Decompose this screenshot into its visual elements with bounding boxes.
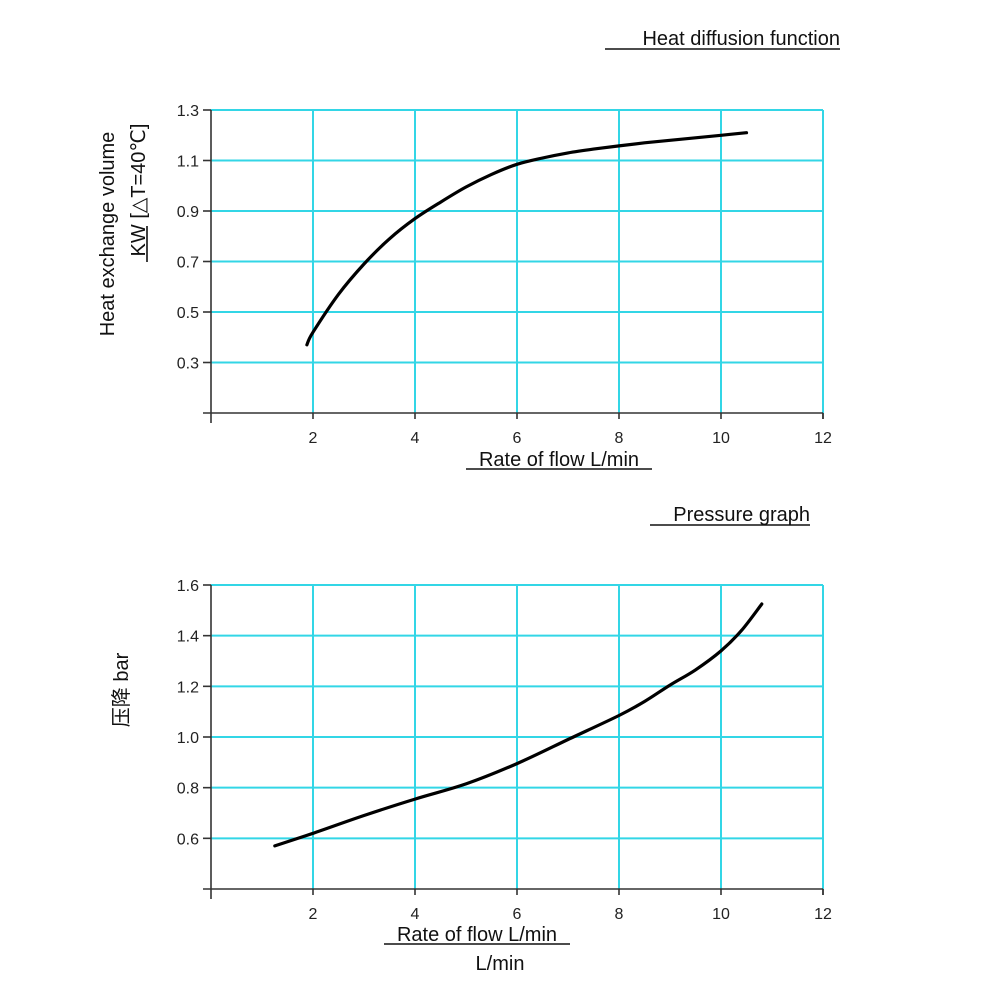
grid [211, 584, 824, 889]
x-tick-label: 8 [615, 430, 624, 447]
y-axis-label: Heat exchange volume [97, 132, 119, 337]
y-tick-label: 1.1 [177, 154, 199, 171]
x-tick-label: 2 [309, 430, 318, 447]
x-tick-label: 10 [712, 906, 730, 923]
x-tick-label: 12 [814, 430, 832, 447]
x-tick-label: 6 [513, 430, 522, 447]
grid [211, 109, 824, 413]
x-tick-label: 10 [712, 430, 730, 447]
x-axis-label: Rate of flow L/min [479, 449, 639, 471]
x-axis-label: Rate of flow L/min [397, 924, 557, 946]
x-tick-label: 12 [814, 906, 832, 923]
y-tick-label: 0.3 [177, 356, 199, 373]
tick-labels: 2 4 6 8 10 12 1.3 1.1 0.9 0.7 0.5 0.3 [177, 103, 832, 447]
chart-title: Pressure graph [673, 504, 810, 526]
tick-labels: 2 4 6 8 10 12 1.6 1.4 1.2 1.0 0.8 0.6 [177, 578, 832, 923]
heat-exchange-curve [305, 131, 749, 347]
heat-diffusion-chart: Heat diffusion function 2 4 6 8 10 12 1.3 1.1 0.… [97, 28, 840, 471]
y-tick-label: 1.0 [177, 730, 199, 747]
x-tick-label: 4 [411, 906, 420, 923]
x-tick-label: 6 [513, 906, 522, 923]
chart-title: Heat diffusion function [642, 28, 840, 50]
y-tick-label: 0.8 [177, 781, 199, 798]
y-tick-label: 1.3 [177, 103, 199, 120]
x-tick-label: 8 [615, 906, 624, 923]
y-tick-label: 0.5 [177, 305, 199, 322]
pressure-chart: Pressure graph 2 4 6 8 10 12 1.6 1.4 1.2 1.0 0.8 0.… [110, 504, 832, 975]
axes [203, 109, 824, 423]
y-tick-label: 1.2 [177, 679, 199, 696]
x-tick-label: 2 [309, 906, 318, 923]
y-axis-label: 压降 bar [110, 652, 133, 727]
y-tick-label: 1.6 [177, 578, 199, 595]
y-axis-unit-label: KW [△T=40℃] [128, 124, 150, 257]
y-tick-label: 1.4 [177, 629, 199, 646]
pressure-drop-curve [273, 602, 764, 848]
y-tick-label: 0.6 [177, 831, 199, 848]
y-tick-label: 0.9 [177, 204, 199, 221]
y-tick-label: 0.7 [177, 255, 199, 272]
axes [203, 584, 824, 899]
x-axis-unit-label: L/min [476, 953, 525, 975]
x-tick-label: 4 [411, 430, 420, 447]
